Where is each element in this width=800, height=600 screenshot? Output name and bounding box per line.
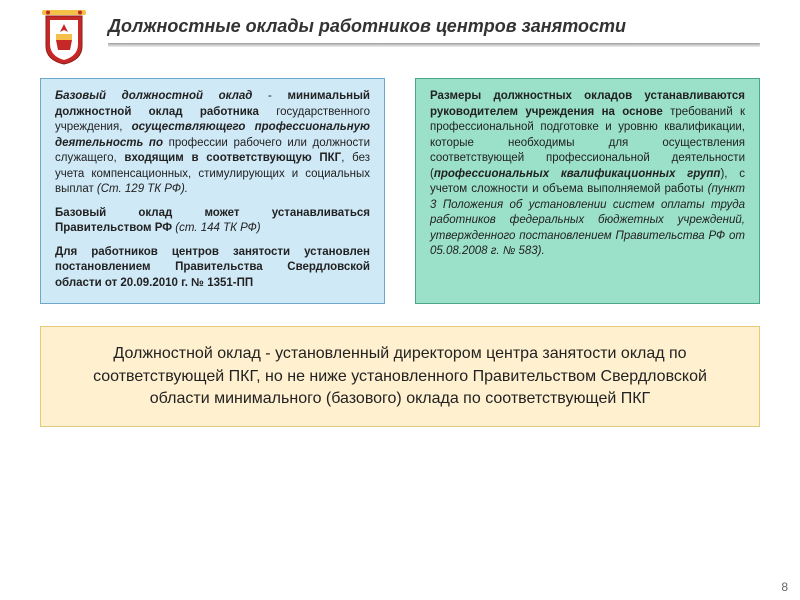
- page-title: Должностные оклады работников центров за…: [108, 16, 760, 37]
- title-underline: [108, 43, 760, 47]
- text: -: [252, 90, 287, 102]
- coat-of-arms-icon: [40, 10, 88, 66]
- text: Для работников центров занятости установ…: [55, 246, 370, 289]
- left-p1: Базовый должностной оклад - минимальный …: [55, 89, 370, 198]
- header: Должностные оклады работников центров за…: [40, 10, 760, 66]
- right-info-box: Размеры должностных окладов устанавливаю…: [415, 78, 760, 304]
- text: (ст. 144 ТК РФ): [175, 222, 260, 234]
- right-p1: Размеры должностных окладов устанавливаю…: [430, 89, 745, 260]
- text: профессиональных квалификационных групп: [434, 168, 721, 180]
- page-number: 8: [781, 580, 788, 594]
- two-column-row: Базовый должностной оклад - минимальный …: [40, 78, 760, 304]
- slide: Должностные оклады работников центров за…: [0, 0, 800, 600]
- left-info-box: Базовый должностной оклад - минимальный …: [40, 78, 385, 304]
- text: Базовый должностной оклад: [55, 90, 252, 102]
- summary-text: Должностной оклад - установленный директ…: [93, 345, 707, 407]
- summary-box: Должностной оклад - установленный директ…: [40, 326, 760, 427]
- left-p2: Базовый оклад может устанавливаться Прав…: [55, 206, 370, 237]
- left-p3: Для работников центров занятости установ…: [55, 245, 370, 292]
- text: входящим в соответствующую ПКГ: [124, 152, 341, 164]
- title-block: Должностные оклады работников центров за…: [108, 10, 760, 47]
- text: (Ст. 129 ТК РФ).: [97, 183, 188, 195]
